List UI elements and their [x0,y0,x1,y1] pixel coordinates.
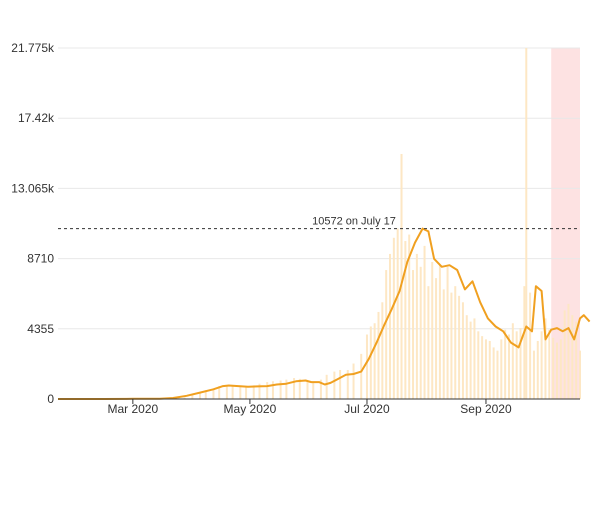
x-tick-label: Jul 2020 [344,402,390,416]
data-bar [232,386,234,399]
data-bar [306,381,308,399]
data-bar [389,254,391,399]
data-bar [424,246,426,399]
data-bar [266,382,268,399]
x-tick-label: May 2020 [224,402,277,416]
data-bar [552,338,554,399]
data-bar [579,351,581,399]
data-bar [470,322,472,399]
data-bar [353,364,355,399]
y-tick-label: 8710 [27,252,54,266]
data-bar [366,335,368,399]
data-bar [385,270,387,399]
data-bar [477,331,479,399]
data-bar [567,304,569,399]
data-bar [473,318,475,399]
data-bar [435,278,437,399]
x-tick-label: Mar 2020 [107,402,158,416]
data-bar [525,48,527,399]
data-bar [431,262,433,399]
data-bar [226,385,228,399]
data-bar [381,302,383,399]
data-bar [360,354,362,399]
y-tick-label: 13.065k [11,181,55,195]
data-bar [500,339,502,399]
grid-layer [58,48,580,329]
data-bar [397,229,399,399]
data-bar [564,310,566,399]
data-bar [512,323,514,399]
data-bar [312,383,314,399]
data-bar [420,267,422,399]
data-bar [537,341,539,399]
data-bar [533,351,535,399]
y-tick-label: 17.42k [18,111,55,125]
data-bar [571,315,573,399]
reference-label: 10572 on July 17 [312,216,396,228]
data-bar [416,254,418,399]
data-bar [560,339,562,399]
data-bar [412,270,414,399]
data-bar [516,331,518,399]
data-bar [529,293,531,399]
data-bar [556,343,558,399]
data-bar [393,238,395,399]
data-bar [245,386,247,399]
y-tick-label: 0 [47,392,54,406]
data-bar [462,302,464,399]
data-bar [548,330,550,399]
data-bar [523,286,525,399]
data-bar [401,154,403,399]
data-bar [339,370,341,399]
y-tick-label: 21.775k [11,41,55,55]
y-tick-label: 4355 [27,322,54,336]
data-bar [504,330,506,399]
data-bar [370,326,372,399]
data-bar [454,286,456,399]
x-tick-label: Sep 2020 [460,402,512,416]
data-bar [489,341,491,399]
data-bar [508,335,510,399]
data-bar [496,351,498,399]
data-bar [374,323,376,399]
data-bar [272,381,274,399]
data-bar [458,296,460,399]
data-bar [447,267,449,399]
data-bar [466,315,468,399]
data-bar [450,293,452,399]
data-bar [377,312,379,399]
data-bar [427,286,429,399]
data-bar [239,387,241,399]
data-bar [481,336,483,399]
reference-layer: 10572 on July 17 [58,216,580,229]
data-bar [326,375,328,399]
data-bar [333,372,335,399]
data-bar [443,289,445,399]
data-bar [485,339,487,399]
data-bar [493,347,495,399]
data-bar [439,265,441,399]
data-bar [541,331,543,399]
